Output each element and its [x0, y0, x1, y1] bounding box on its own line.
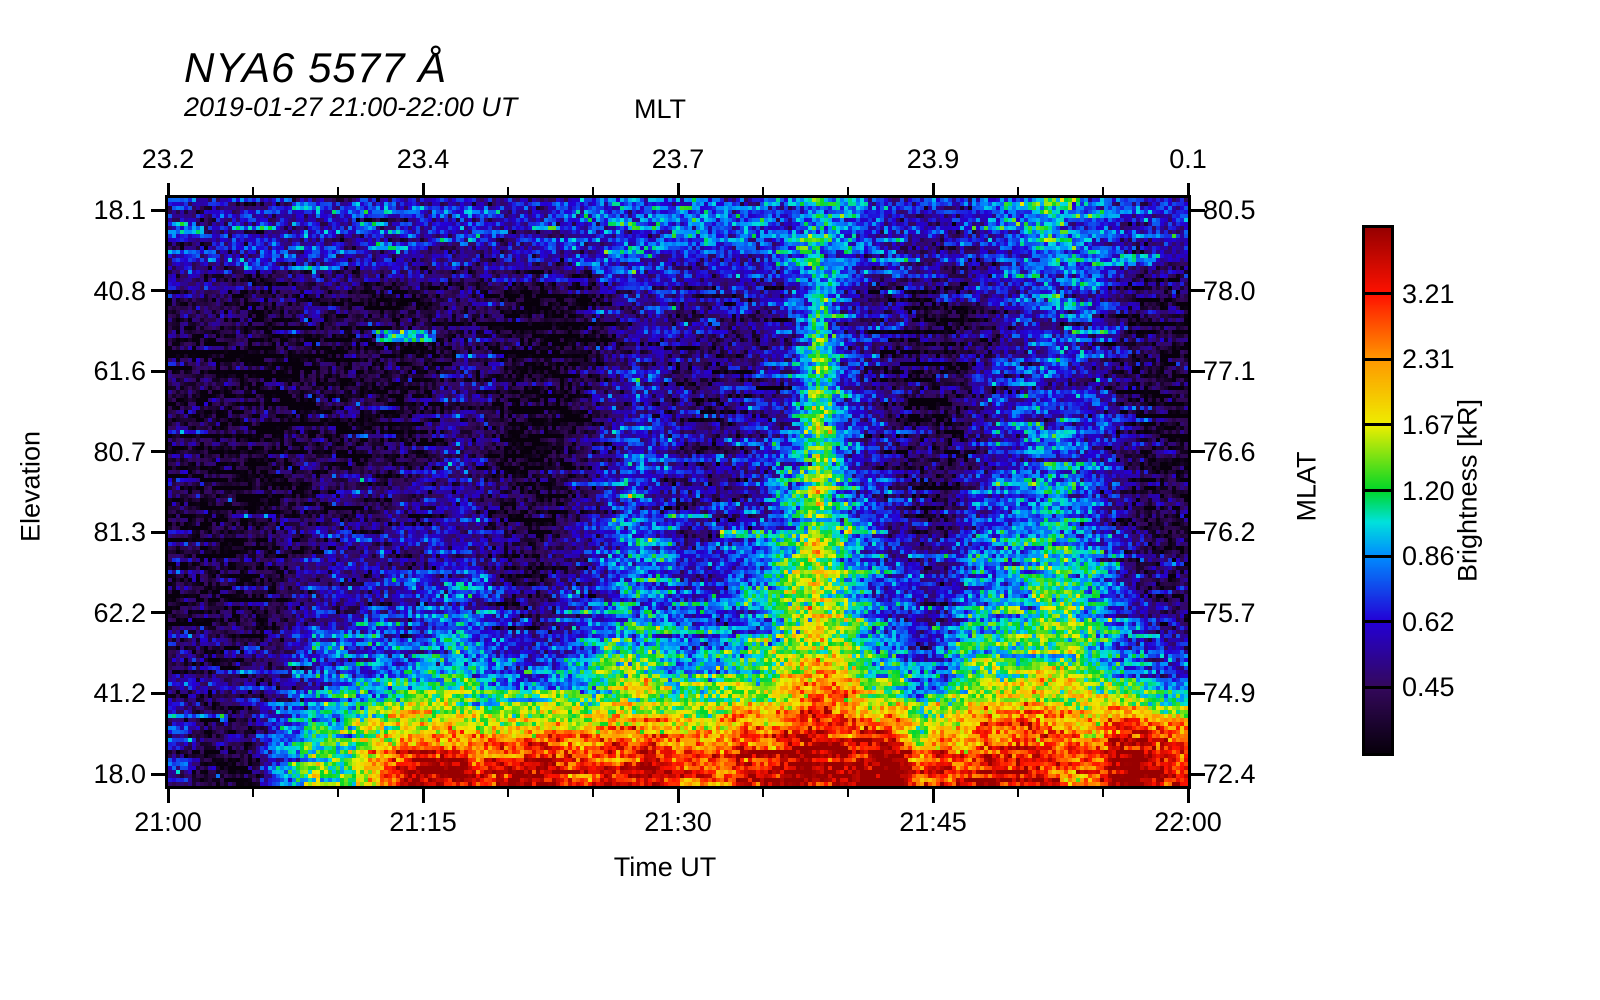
page-title: NYA6 5577 Å — [184, 44, 448, 91]
plot-frame — [165, 195, 1191, 789]
bottom-axis-major-tick — [931, 777, 935, 803]
left-axis-major-tick — [151, 289, 177, 293]
bottom-axis-minor-tick — [252, 781, 254, 797]
left-axis-major-tick — [151, 691, 177, 695]
bottom-axis-tick-label: 21:00 — [134, 807, 202, 837]
bottom-axis-minor-tick — [507, 781, 509, 797]
right-axis-tick-label: 77.1 — [1203, 356, 1256, 387]
right-axis-major-tick — [1179, 289, 1205, 293]
left-axis-major-tick — [151, 369, 177, 373]
bottom-axis-minor-tick — [337, 781, 339, 797]
left-axis-tick-label: 80.7 — [93, 436, 146, 467]
left-axis-major-tick — [151, 450, 177, 454]
colorbar-tick-label: 2.31 — [1402, 344, 1455, 375]
right-axis-major-tick — [1179, 369, 1205, 373]
right-axis-major-tick — [1179, 450, 1205, 454]
left-axis-major-tick — [151, 208, 177, 212]
left-axis-tick-label: 61.6 — [93, 356, 146, 387]
right-axis-major-tick — [1179, 772, 1205, 776]
colorbar-tick-line — [1365, 489, 1391, 492]
colorbar-tick-line — [1365, 685, 1391, 689]
top-axis-title: MLT — [634, 94, 686, 124]
right-axis-tick-label: 76.2 — [1203, 517, 1256, 548]
right-axis-tick-label: 78.0 — [1203, 275, 1256, 306]
bottom-axis-minor-tick — [1017, 781, 1019, 797]
right-axis-tick-label: 80.5 — [1203, 195, 1256, 225]
colorbar-tick-line — [1365, 554, 1391, 558]
bottom-axis-minor-tick — [847, 781, 849, 797]
right-axis-tick-label: 74.9 — [1203, 678, 1256, 709]
left-axis-tick-label: 18.0 — [93, 759, 146, 789]
colorbar-tick-line — [1365, 357, 1391, 361]
top-axis-tick-label: 23.9 — [906, 144, 960, 174]
left-axis-tick-label: 18.1 — [93, 195, 146, 225]
colorbar-tick-line — [1365, 292, 1391, 296]
colorbar-tick-label: 0.62 — [1402, 606, 1455, 637]
colorbar-tick-label: 1.20 — [1402, 475, 1455, 506]
right-axis-major-tick — [1179, 530, 1205, 534]
right-axis-major-tick — [1179, 691, 1205, 695]
bottom-axis-tick-label: 21:45 — [899, 807, 967, 837]
bottom-axis-tick-label: 21:15 — [389, 807, 457, 837]
colorbar-tick-label: 0.86 — [1402, 541, 1455, 572]
left-axis-title: Elevation — [15, 430, 46, 543]
top-axis-tick-label: 0.1 — [1169, 144, 1207, 174]
left-axis-major-tick — [151, 530, 177, 534]
right-axis-tick-label: 75.7 — [1203, 597, 1256, 628]
keogram-heatmap — [168, 198, 1188, 786]
bottom-axis-title: Time UT — [613, 852, 717, 882]
left-axis-tick-label: 62.2 — [93, 597, 146, 628]
left-axis-major-tick — [151, 772, 177, 776]
colorbar-tick-label: 0.45 — [1402, 672, 1455, 703]
top-axis-tick-label: 23.2 — [141, 144, 195, 174]
left-axis-tick-label: 41.2 — [93, 678, 146, 709]
top-axis-tick-label: 23.4 — [396, 144, 450, 174]
colorbar-tick-line — [1365, 620, 1391, 624]
bottom-axis-major-tick — [676, 777, 680, 803]
date-range-subtitle: 2019-01-27 21:00-22:00 UT — [184, 92, 518, 122]
bottom-axis-minor-tick — [762, 781, 764, 797]
colorbar-tick-label: 1.67 — [1402, 409, 1455, 440]
left-axis-tick-label: 40.8 — [93, 275, 146, 306]
bottom-axis-minor-tick — [592, 781, 594, 797]
bottom-axis-tick-label: 21:30 — [644, 807, 712, 837]
bottom-axis-major-tick — [166, 777, 170, 803]
bottom-axis-major-tick — [1186, 777, 1190, 803]
colorbar-tick-line — [1365, 423, 1391, 427]
right-axis-title: MLAT — [1291, 451, 1322, 522]
bottom-axis-tick-label: 22:00 — [1154, 807, 1222, 837]
colorbar-title: Brightness [kR] — [1452, 398, 1483, 583]
right-axis-tick-label: 72.4 — [1203, 759, 1256, 789]
left-axis-major-tick — [151, 611, 177, 615]
bottom-axis-major-tick — [421, 777, 425, 803]
colorbar-tick-label: 3.21 — [1402, 278, 1455, 309]
right-axis-major-tick — [1179, 208, 1205, 212]
right-axis-major-tick — [1179, 611, 1205, 615]
left-axis-tick-label: 81.3 — [93, 517, 146, 548]
right-axis-tick-label: 76.6 — [1203, 436, 1256, 467]
top-axis-tick-label: 23.7 — [651, 144, 705, 174]
bottom-axis-minor-tick — [1102, 781, 1104, 797]
